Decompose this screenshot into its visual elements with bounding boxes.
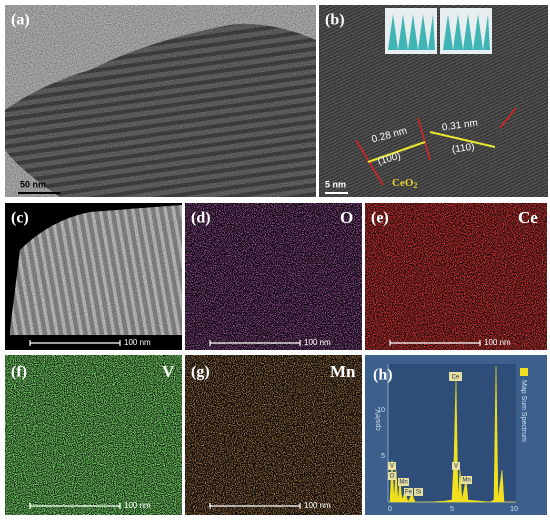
phase-subscript: 2 bbox=[413, 181, 417, 190]
scale-text: 100 nm bbox=[304, 338, 331, 347]
peak-box bbox=[388, 472, 396, 480]
peak-labels: Ce V O Mn Fe Si V Mn bbox=[388, 372, 472, 496]
panel-label: (b) bbox=[325, 12, 345, 29]
x-tick-label: 10 bbox=[510, 506, 518, 513]
peak-label: Fe bbox=[405, 490, 413, 496]
panel-e: (e) Ce bbox=[365, 203, 547, 350]
scale-text: 100 nm bbox=[124, 501, 151, 510]
peak-label: V bbox=[390, 464, 394, 470]
scale-bar bbox=[389, 340, 481, 346]
y-tick-label: 5 bbox=[381, 453, 385, 460]
legend-swatch bbox=[520, 368, 528, 376]
scale-text: 5 nm bbox=[325, 179, 346, 189]
scale-bars bbox=[29, 340, 481, 509]
panel-c: (c) bbox=[5, 203, 182, 350]
profile-peaks bbox=[388, 14, 435, 50]
peak-label: Si bbox=[416, 490, 421, 496]
panel-label: (c) bbox=[11, 210, 29, 227]
scale-text: 100 nm bbox=[124, 338, 151, 347]
scale-bar bbox=[209, 503, 301, 509]
peak-label: Ce bbox=[452, 375, 460, 381]
peak-box bbox=[449, 372, 462, 381]
panel-label: (f) bbox=[11, 364, 27, 381]
profile-peaks bbox=[443, 14, 490, 50]
panel-label: (e) bbox=[371, 210, 389, 227]
scale-bar bbox=[29, 340, 121, 346]
scale-text: 50 nm bbox=[20, 179, 46, 189]
element-label: O bbox=[340, 208, 353, 227]
element-map bbox=[5, 355, 182, 515]
scale-bar bbox=[29, 503, 121, 509]
peak-label: Mn bbox=[462, 478, 470, 484]
x-tick-label: 5 bbox=[450, 506, 454, 513]
phase-label: CeO2 bbox=[392, 177, 417, 190]
panel-a: (a) 50 nm bbox=[5, 5, 316, 197]
element-map bbox=[185, 355, 362, 515]
y-axis-label: cps/eV bbox=[375, 409, 382, 431]
yellow-line bbox=[429, 131, 496, 148]
scale-text: 100 nm bbox=[484, 338, 511, 347]
peak-box bbox=[404, 488, 413, 496]
panel-d: (d) O bbox=[185, 203, 362, 350]
panel-label: (g) bbox=[191, 364, 210, 381]
panel-g: (g) Mn bbox=[185, 355, 362, 515]
yellow-line bbox=[367, 141, 426, 163]
peak-label: V bbox=[454, 464, 458, 470]
peak-box bbox=[398, 478, 409, 486]
phase-text: CeO bbox=[392, 177, 414, 189]
red-marker bbox=[499, 107, 517, 129]
y-tick-label: 10 bbox=[377, 407, 385, 414]
peak-box bbox=[414, 488, 423, 496]
peak-box bbox=[388, 462, 396, 470]
element-label: Mn bbox=[330, 362, 356, 381]
element-map bbox=[185, 203, 362, 350]
peak-box bbox=[452, 462, 460, 470]
panel-label: (a) bbox=[11, 12, 30, 29]
x-tick-label: 0 bbox=[388, 506, 392, 513]
panel-f: (f) V bbox=[5, 355, 182, 515]
spectrum-peaks bbox=[389, 365, 516, 503]
texture bbox=[5, 203, 182, 350]
peak-label: O bbox=[390, 474, 395, 480]
red-marker bbox=[417, 117, 431, 161]
spacing-label: 0.31 nm bbox=[441, 118, 478, 134]
element-label: V bbox=[162, 362, 175, 381]
plane-label: (110) bbox=[451, 142, 475, 156]
panel-label: (d) bbox=[191, 210, 211, 227]
texture bbox=[5, 5, 316, 197]
peak-box bbox=[461, 476, 472, 484]
legend-text: Map Sum Spectrum bbox=[520, 380, 527, 442]
element-label: Ce bbox=[518, 208, 538, 227]
scale-text: 100 nm bbox=[304, 501, 331, 510]
element-map bbox=[365, 203, 547, 350]
panel-b: (b) 0.28 nm (100) 0.31 nm (110) CeO2 5 n… bbox=[319, 5, 548, 197]
peak-label: Mn bbox=[399, 480, 407, 486]
panel-h: (h) cps/eV 0 5 10 5 10 Ce V O Mn Fe Si V… bbox=[365, 355, 547, 515]
scale-bar bbox=[209, 340, 301, 346]
panel-label: (h) bbox=[373, 367, 393, 384]
